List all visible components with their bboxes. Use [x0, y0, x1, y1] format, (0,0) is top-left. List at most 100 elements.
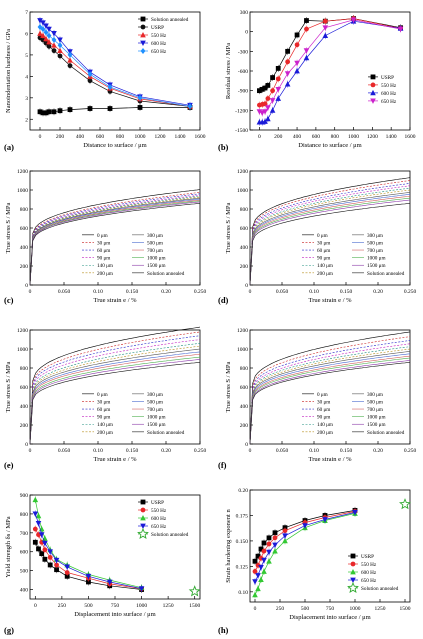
y-tick-label: 800 — [20, 207, 29, 213]
data-point — [252, 591, 258, 598]
data-point — [304, 26, 309, 32]
series-line — [34, 513, 142, 589]
data-point — [32, 496, 39, 503]
data-point — [262, 101, 268, 107]
data-point — [138, 586, 145, 592]
data-point — [304, 18, 309, 23]
stress-strain-curve — [249, 189, 411, 286]
stress-strain-curve — [249, 177, 411, 286]
legend-label: 200 μm — [317, 430, 333, 436]
data-point — [259, 86, 265, 92]
chart-panel-5: 0 0.050 0.10 0.150 0.20 0.250 0 200 400 600 800 100… — [4, 326, 206, 470]
data-point — [261, 557, 267, 564]
y-axis-label: Nanoindentation hardness / GPa — [5, 29, 12, 113]
legend-label: 650 Hz — [381, 99, 397, 105]
stress-strain-curve — [29, 362, 201, 445]
data-point — [294, 42, 300, 48]
data-point — [272, 548, 278, 554]
data-point — [252, 569, 258, 574]
y-tick-label: 400 — [240, 245, 249, 251]
panel-letter: (b) — [218, 142, 229, 152]
legend-label: 200 μm — [317, 271, 333, 277]
x-tick-label: 0.20 — [373, 448, 383, 454]
series-line — [39, 33, 191, 107]
legend: USRP 550 Hz 600 Hz 650 Hz — [368, 74, 397, 105]
stress-strain-curve — [249, 362, 411, 445]
data-point — [282, 533, 288, 539]
data-point — [269, 107, 276, 113]
data-point — [285, 48, 291, 54]
data-point — [322, 517, 328, 523]
data-point — [257, 88, 262, 94]
legend-marker — [370, 74, 376, 80]
legend-marker — [370, 89, 376, 96]
y-tick-label: 200 — [20, 264, 29, 270]
data-point — [64, 564, 70, 570]
data-point — [322, 25, 329, 31]
x-tick-label: 1500 — [189, 603, 200, 609]
legend-marker — [140, 24, 146, 30]
legend-label: 550 Hz — [361, 562, 377, 568]
x-tick-label: 0.20 — [161, 448, 171, 454]
stress-strain-curve — [249, 185, 411, 286]
data-point — [303, 54, 310, 61]
data-point — [266, 541, 272, 547]
series-4 — [252, 508, 358, 586]
y-tick-label: 0.125 — [236, 564, 249, 570]
stress-strain-curve — [249, 336, 411, 445]
legend-label: Solution annealed — [367, 430, 405, 436]
stress-strain-curve — [29, 345, 201, 445]
legend-label: 60 μm — [317, 248, 330, 254]
series-5 — [399, 498, 411, 510]
x-axis-label: True strain e / % — [93, 297, 137, 304]
data-point — [282, 537, 288, 544]
data-point — [32, 526, 38, 532]
stress-strain-curve — [29, 356, 201, 445]
panel-letter: (e) — [4, 460, 14, 470]
legend-label: 90 μm — [317, 256, 330, 262]
x-axis-label: Distance to surface / μm — [83, 142, 146, 149]
x-tick-label: 750 — [326, 606, 335, 612]
legend-marker — [140, 40, 146, 46]
data-point — [282, 528, 288, 534]
series-1 — [37, 103, 193, 117]
x-tick-label: 250 — [58, 603, 67, 609]
x-tick-label: 0.20 — [373, 289, 383, 295]
data-point — [57, 37, 63, 43]
series-line — [34, 528, 142, 589]
y-tick-label: 1200 — [237, 328, 248, 334]
y-tick-label: 0.175 — [236, 513, 249, 519]
legend-label: Solution annealed — [151, 17, 189, 23]
legend-label: Solution annealed — [147, 271, 185, 277]
x-tick-label: 1600 — [405, 134, 416, 140]
data-point — [261, 568, 267, 574]
stress-strain-curve — [29, 192, 201, 286]
data-point — [352, 510, 358, 516]
x-tick-label: 1200 — [155, 134, 166, 140]
panel-letter: (h) — [218, 625, 229, 635]
legend-label: 90 μm — [97, 256, 110, 262]
y-tick-label: 5 — [25, 53, 28, 59]
data-point — [259, 110, 266, 116]
data-point — [266, 549, 272, 556]
data-point — [51, 109, 57, 115]
data-point — [40, 32, 46, 38]
legend-label: 500 μm — [147, 240, 163, 246]
y-axis-label: True stress S / MPa — [5, 203, 12, 254]
x-tick-label: 1250 — [163, 603, 174, 609]
stress-strain-curve — [29, 200, 201, 286]
legend-marker — [140, 32, 146, 38]
x-tick-label: 0.10 — [93, 289, 103, 295]
y-tick-label: 400 — [20, 245, 29, 251]
panel-letter: (a) — [4, 142, 14, 152]
x-tick-label: 0 — [254, 606, 257, 612]
x-tick-label: 0 — [34, 603, 37, 609]
legend-label: 600 Hz — [381, 91, 397, 97]
data-point — [252, 579, 258, 585]
x-tick-label: 0 — [29, 289, 32, 295]
y-tick-label: 400 — [20, 588, 29, 594]
x-tick-label: 0 — [249, 448, 252, 454]
stress-strain-curve — [249, 355, 411, 445]
data-point — [270, 88, 275, 94]
y-tick-label: 800 — [240, 207, 249, 213]
